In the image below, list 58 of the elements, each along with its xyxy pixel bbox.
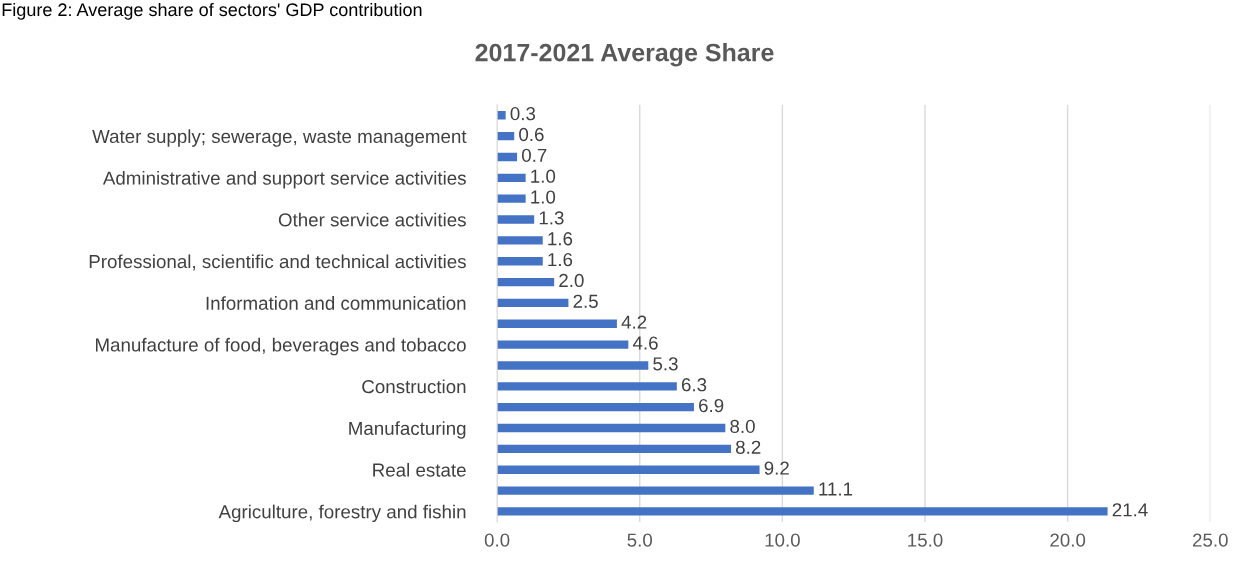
bar bbox=[497, 277, 555, 287]
bar bbox=[497, 215, 535, 224]
bar bbox=[497, 465, 760, 474]
x-tick-label: 10.0 bbox=[765, 533, 800, 547]
caption: Figure 2: Average share of sectors' GDP contribution bbox=[2, 2, 422, 20]
y-tick-label: Manufacturing bbox=[349, 421, 466, 439]
bar bbox=[497, 173, 526, 182]
y-tick-label: Professional, scientific and technical activities bbox=[89, 254, 466, 271]
data-label: 6.9 bbox=[699, 398, 724, 413]
data-label: 4.2 bbox=[621, 315, 647, 329]
data-label: 8.0 bbox=[730, 419, 755, 434]
y-tick-label: Information and communication bbox=[206, 296, 466, 310]
bar bbox=[497, 111, 506, 120]
x-tick-label: 5.0 bbox=[627, 533, 653, 547]
data-label: 1.3 bbox=[539, 211, 564, 225]
data-label: 11.1 bbox=[819, 482, 853, 496]
bar bbox=[497, 152, 518, 162]
data-label: 2.0 bbox=[559, 273, 584, 288]
y-tick-label: Other service activities bbox=[278, 212, 466, 227]
bar bbox=[497, 257, 543, 266]
y-tick-label: Administrative and support service activities bbox=[102, 171, 466, 189]
y-tick-label: Manufacture of food, beverages and tobacco bbox=[95, 337, 466, 356]
bar bbox=[497, 340, 629, 349]
bar bbox=[497, 131, 515, 141]
data-label: 1.6 bbox=[548, 232, 573, 246]
data-label: 1.0 bbox=[531, 169, 556, 183]
data-label: 0.6 bbox=[519, 127, 544, 142]
data-label: 0.7 bbox=[521, 148, 547, 162]
y-tick-label: Water supply; sewerage, waste management bbox=[92, 129, 467, 147]
data-label: 4.6 bbox=[632, 336, 658, 350]
bar bbox=[497, 486, 814, 495]
data-label: 5.3 bbox=[653, 357, 678, 371]
bar bbox=[497, 444, 732, 454]
bar bbox=[497, 194, 526, 203]
y-tick-label: Agriculture, forestry and fishin bbox=[218, 504, 466, 523]
bar bbox=[497, 507, 1108, 516]
data-label: 8.2 bbox=[736, 440, 761, 454]
y-tick-label: Real estate bbox=[373, 462, 466, 477]
data-label: 2.5 bbox=[573, 294, 598, 308]
x-tick-label: 15.0 bbox=[908, 533, 943, 547]
data-label: 21.4 bbox=[1112, 503, 1148, 517]
data-label: 1.6 bbox=[548, 252, 573, 267]
bar bbox=[497, 319, 617, 328]
bar bbox=[497, 298, 569, 308]
x-tick-label: 25.0 bbox=[1192, 533, 1228, 547]
y-tick-label: Construction bbox=[362, 379, 466, 394]
chart-title: 2017-2021 Average Share bbox=[475, 43, 774, 67]
x-tick-label: 0.0 bbox=[484, 533, 510, 547]
bar bbox=[497, 403, 694, 412]
data-label: 0.3 bbox=[510, 107, 536, 121]
data-label: 6.3 bbox=[681, 378, 707, 392]
bar bbox=[497, 382, 677, 391]
bar bbox=[497, 236, 543, 245]
bar bbox=[497, 361, 649, 370]
bar bbox=[497, 423, 726, 433]
x-tick-label: 20.0 bbox=[1050, 533, 1086, 547]
data-label: 9.2 bbox=[764, 461, 789, 475]
data-label: 1.0 bbox=[531, 190, 556, 204]
